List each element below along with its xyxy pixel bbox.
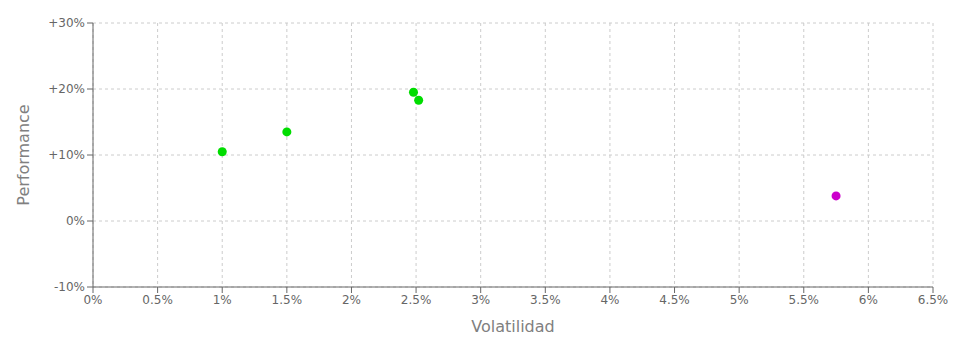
svg-text:6%: 6%	[859, 293, 878, 307]
svg-text:Performance: Performance	[14, 104, 33, 205]
svg-text:1%: 1%	[213, 293, 232, 307]
svg-text:+10%: +10%	[48, 148, 85, 162]
svg-text:2%: 2%	[342, 293, 361, 307]
svg-text:0%: 0%	[66, 214, 85, 228]
svg-text:-10%: -10%	[54, 280, 85, 294]
svg-text:4%: 4%	[600, 293, 619, 307]
svg-text:5.5%: 5.5%	[789, 293, 820, 307]
svg-text:4.5%: 4.5%	[659, 293, 690, 307]
svg-text:6.5%: 6.5%	[918, 293, 949, 307]
svg-text:3%: 3%	[471, 293, 490, 307]
svg-text:+30%: +30%	[48, 16, 85, 30]
svg-text:Volatilidad: Volatilidad	[471, 317, 554, 336]
svg-text:+20%: +20%	[48, 82, 85, 96]
svg-text:0%: 0%	[83, 293, 102, 307]
svg-text:3.5%: 3.5%	[530, 293, 561, 307]
svg-text:5%: 5%	[730, 293, 749, 307]
svg-text:2.5%: 2.5%	[401, 293, 432, 307]
svg-text:0.5%: 0.5%	[142, 293, 173, 307]
svg-text:1.5%: 1.5%	[272, 293, 303, 307]
